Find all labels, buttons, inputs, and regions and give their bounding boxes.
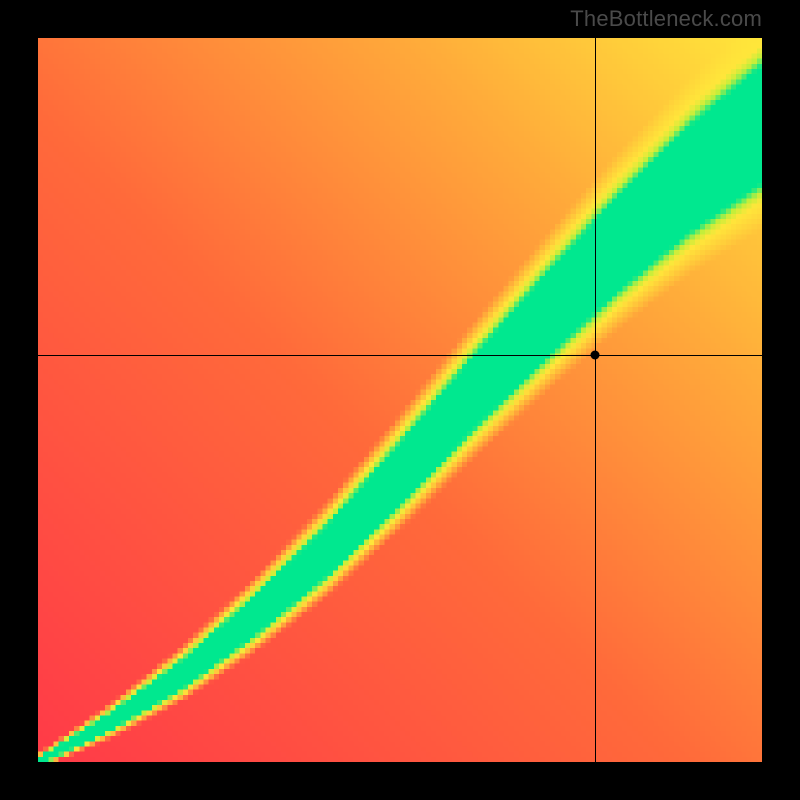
crosshair-horizontal <box>38 355 762 356</box>
heatmap-canvas <box>38 38 762 762</box>
watermark-text: TheBottleneck.com <box>570 6 762 32</box>
heatmap-plot <box>38 38 762 762</box>
crosshair-marker <box>591 351 600 360</box>
crosshair-vertical <box>595 38 596 762</box>
